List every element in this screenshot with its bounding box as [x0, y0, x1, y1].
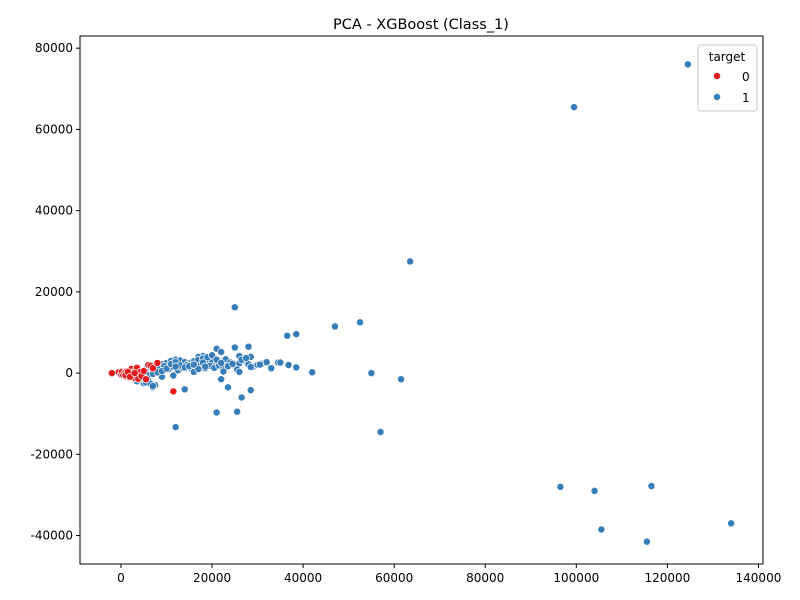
data-point-class-1	[308, 368, 317, 377]
y-tick-label: 60000	[35, 122, 73, 136]
data-point-class-1	[148, 382, 157, 391]
x-tick-label: 80000	[466, 571, 504, 585]
y-tick-label: -20000	[30, 447, 73, 461]
legend-marker-0	[713, 72, 721, 80]
data-point-class-1	[246, 363, 255, 371]
data-point-class-1	[376, 428, 385, 436]
data-point-class-1	[570, 103, 578, 112]
data-point-class-1	[642, 537, 651, 546]
x-tick-label: 20000	[193, 571, 231, 585]
legend-marker-1	[713, 93, 721, 101]
data-point-class-1	[224, 383, 232, 392]
y-axis: -40000 -20000 0 20000 40000 60000 80000	[30, 41, 80, 543]
data-point-class-1	[397, 375, 405, 384]
plot-area	[79, 35, 764, 565]
x-axis: 0 20000 40000 60000 80000 100000 120000 140000	[117, 564, 781, 585]
data-points	[107, 60, 736, 546]
data-point-class-1	[246, 386, 255, 395]
data-point-class-1	[230, 343, 239, 352]
legend-label-0: 0	[742, 70, 750, 84]
data-point-class-1	[171, 423, 180, 432]
x-tick-label: 40000	[284, 571, 322, 585]
data-point-class-1	[233, 407, 242, 416]
legend-entries: 01	[713, 70, 750, 105]
data-point-class-1	[171, 362, 180, 371]
x-tick-label: 60000	[375, 571, 413, 585]
y-tick-label: -40000	[30, 529, 73, 543]
legend-label-1: 1	[742, 91, 750, 105]
data-point-class-0	[142, 375, 150, 384]
data-point-class-1	[331, 322, 339, 331]
data-point-class-1	[406, 257, 415, 266]
data-point-class-1	[556, 482, 565, 491]
x-tick-label: 100000	[553, 571, 599, 585]
data-point-class-1	[367, 369, 376, 378]
y-tick-label: 0	[65, 366, 73, 380]
data-point-class-1	[590, 486, 599, 495]
data-point-class-1	[217, 348, 226, 356]
data-point-class-1	[597, 525, 606, 534]
data-point-class-0	[107, 369, 116, 378]
data-point-class-0	[148, 364, 157, 373]
data-point-class-0	[153, 359, 162, 367]
data-point-class-0	[169, 387, 178, 396]
data-point-class-1	[169, 371, 178, 380]
data-point-class-1	[180, 385, 189, 394]
data-point-class-1	[219, 367, 228, 376]
data-point-class-0	[130, 369, 139, 378]
data-point-class-1	[284, 361, 293, 369]
x-tick-label: 140000	[736, 571, 782, 585]
x-tick-label: 120000	[644, 571, 690, 585]
data-point-class-1	[201, 362, 210, 371]
data-point-class-1	[356, 318, 364, 327]
data-point-class-1	[237, 393, 246, 402]
data-point-class-1	[242, 354, 251, 363]
data-point-class-1	[217, 375, 226, 384]
data-point-class-1	[276, 358, 285, 367]
data-point-class-1	[230, 303, 239, 312]
data-point-class-1	[647, 482, 656, 490]
y-tick-label: 40000	[35, 204, 73, 218]
data-point-class-1	[727, 519, 736, 528]
data-point-class-1	[228, 359, 237, 368]
data-point-class-1	[212, 408, 221, 417]
x-tick-label: 0	[117, 571, 125, 585]
y-tick-label: 80000	[35, 41, 73, 55]
data-point-class-1	[267, 364, 276, 373]
data-point-class-1	[292, 363, 301, 372]
data-point-class-1	[244, 342, 253, 351]
data-point-class-1	[292, 330, 301, 339]
data-point-class-1	[262, 358, 271, 367]
y-tick-label: 20000	[35, 285, 73, 299]
legend: target 01	[697, 44, 758, 112]
data-point-class-1	[217, 359, 226, 367]
legend-box	[697, 44, 758, 112]
data-point-class-1	[235, 367, 244, 376]
chart-title: PCA - XGBoost (Class_1)	[333, 17, 509, 33]
legend-title: target	[709, 50, 746, 64]
data-point-class-1	[283, 331, 292, 340]
data-point-class-0	[139, 367, 148, 376]
data-point-class-1	[683, 60, 692, 69]
data-point-class-1	[255, 360, 264, 369]
data-point-class-1	[189, 360, 198, 369]
